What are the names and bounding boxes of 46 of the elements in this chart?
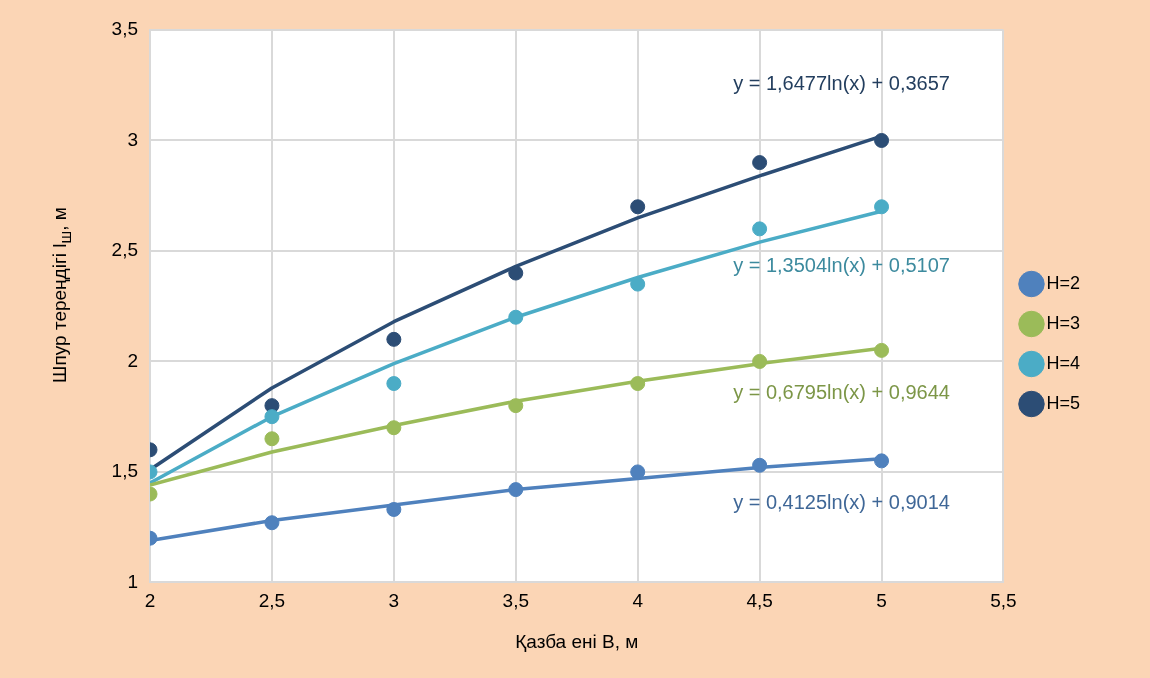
point (264, 431, 280, 447)
y-tick-label: 1 (127, 570, 138, 592)
point (630, 276, 646, 292)
point (752, 155, 768, 171)
annotation: y = 1,6477ln(x) + 0,3657 (733, 71, 950, 94)
point (264, 409, 280, 425)
point (508, 482, 524, 498)
y-tick-label: 1,5 (111, 460, 138, 482)
annotation: y = 0,4125ln(x) + 0,9014 (733, 491, 950, 514)
x-tick-label: 3,5 (502, 590, 529, 612)
point (630, 464, 646, 480)
y-tick-label: 2 (127, 349, 138, 371)
point (874, 453, 890, 469)
point (386, 376, 402, 392)
point (752, 221, 768, 237)
x-tick-label: 5,5 (990, 590, 1017, 612)
y-tick-label: 2,5 (111, 239, 138, 261)
x-tick-label: 3 (388, 590, 400, 612)
legend-label: H=3 (1046, 312, 1081, 333)
y-tick-label: 3 (127, 128, 138, 150)
x-tick-label: 2,5 (258, 590, 286, 612)
point (752, 457, 768, 473)
point (630, 199, 646, 215)
annotation: y = 0,6795ln(x) + 0,9644 (733, 380, 950, 403)
legend-label: H=2 (1046, 272, 1081, 293)
point (508, 265, 524, 281)
x-tick-label: 4,5 (746, 590, 773, 612)
point (386, 331, 402, 347)
y-tick-label: 3,5 (111, 18, 138, 40)
point (630, 376, 646, 392)
point (508, 398, 524, 414)
point (386, 420, 402, 436)
point (386, 501, 402, 517)
point (752, 353, 768, 369)
point (264, 515, 280, 531)
point (874, 342, 890, 358)
x-tick-label: 5 (876, 590, 887, 612)
x-tick-label: 2 (144, 590, 156, 612)
legend-label: H=5 (1046, 392, 1081, 413)
point (508, 309, 524, 325)
point (874, 199, 890, 215)
x-tick-label: 4 (632, 590, 644, 612)
x-axis-title: Қазба ені В, м (515, 630, 639, 652)
annotation: y = 1,3504ln(x) + 0,5107 (733, 253, 950, 276)
legend-label: H=4 (1046, 352, 1081, 373)
point (874, 132, 890, 148)
